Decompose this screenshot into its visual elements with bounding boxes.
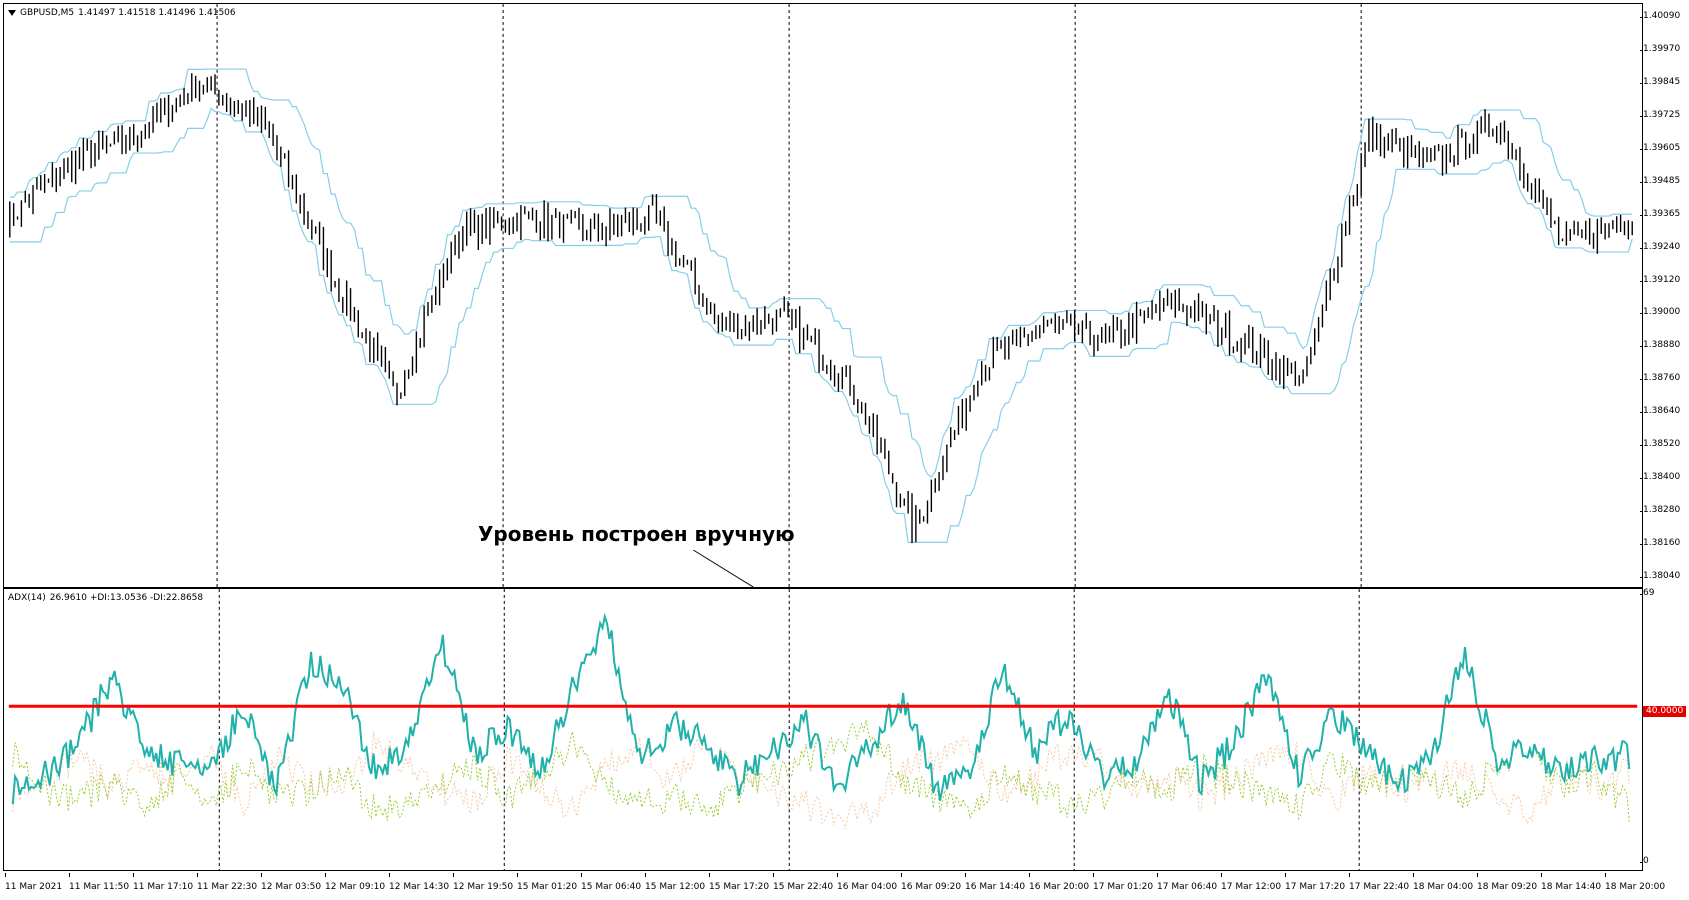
ohlc-values: 1.41497 1.41518 1.41496 1.41506 [78,8,236,18]
time-tick-label: 11 Mar 17:10 [133,873,194,892]
price-tick-label: 1.38880 [1639,340,1681,351]
indicator-scale-min: 0 [1640,856,1649,866]
price-tick-label: 1.39845 [1639,76,1681,87]
time-tick-label: 15 Mar 12:00 [645,873,706,892]
level-value-badge: 40.0000 [1643,706,1686,717]
price-tick-label: 1.39605 [1639,142,1681,153]
price-tick-label: 1.38520 [1639,439,1681,450]
adx-name: ADX(14) [8,593,46,603]
annotation-pointer-line [693,549,754,587]
time-tick-label: 16 Mar 20:00 [1029,873,1090,892]
time-tick-label: 17 Mar 01:20 [1093,873,1154,892]
time-tick-label: 15 Mar 01:20 [517,873,578,892]
price-tick-label: 1.39970 [1639,43,1681,54]
price-scale[interactable]: 1.40090 1.39970 1.39845 1.39725 1.39605 1.394… [1639,3,1689,588]
time-tick-label: 18 Mar 09:20 [1477,873,1538,892]
adx-chart-svg [8,589,1638,870]
time-tick-label: 17 Mar 06:40 [1157,873,1218,892]
upper-band-line [9,68,1633,478]
price-tick-label: 1.39365 [1639,208,1681,219]
price-tick-label: 1.39000 [1639,307,1681,318]
adx-values: 26.9610 +DI:13.0536 -DI:22.8658 [49,593,204,603]
price-tick-label: 1.40090 [1639,11,1681,21]
time-tick-label: 15 Mar 22:40 [773,873,834,892]
price-tick-label: 1.38040 [1639,571,1681,581]
lower-band-line [9,107,1633,543]
time-tick-label: 12 Mar 03:50 [261,873,322,892]
adx-line [11,612,1631,805]
plus-di-line [12,720,1630,822]
indicator-scale-max: 69 [1639,588,1655,598]
time-tick-label: 17 Mar 17:20 [1285,873,1346,892]
time-tick-label: 15 Mar 17:20 [709,873,770,892]
price-tick-label: 1.38280 [1639,505,1681,516]
time-tick-label: 11 Mar 22:30 [197,873,258,892]
price-tick-label: 1.39725 [1639,109,1681,120]
indicator-scale[interactable]: 69 0 [1639,588,1689,871]
symbol-label: GBPUSD,M5 [20,8,75,18]
time-tick-label: 17 Mar 22:40 [1349,873,1410,892]
adx-indicator-pane[interactable]: ADX(14) 26.9610 +DI:13.0536 -DI:22.8658 [3,588,1643,871]
price-tick-label: 1.39240 [1639,241,1681,252]
chart-menu-triangle-icon[interactable] [8,9,16,16]
price-tick-label: 1.38760 [1639,373,1681,384]
time-tick-label: 18 Mar 14:40 [1541,873,1602,892]
price-chart-pane[interactable]: GBPUSD,M5 1.41497 1.41518 1.41496 1.41506 [3,3,1643,588]
price-chart-header: GBPUSD,M5 1.41497 1.41518 1.41496 1.41506 [8,8,240,18]
time-tick-label: 11 Mar 11:50 [69,873,130,892]
time-tick-label: 18 Mar 04:00 [1413,873,1474,892]
adx-header: ADX(14) 26.9610 +DI:13.0536 -DI:22.8658 [8,593,207,603]
time-tick-label: 16 Mar 09:20 [901,873,962,892]
time-tick-label: 17 Mar 12:00 [1221,873,1282,892]
price-tick-label: 1.38640 [1639,406,1681,417]
time-tick-label: 12 Mar 09:10 [325,873,386,892]
price-tick-label: 1.38400 [1639,472,1681,483]
price-tick-label: 1.38160 [1639,538,1681,549]
time-tick-label: 15 Mar 06:40 [581,873,642,892]
time-tick-label: 11 Mar 2021 [5,873,63,892]
manual-level-annotation: Уровень построен вручную [478,522,795,546]
price-tick-label: 1.39120 [1639,274,1681,285]
time-axis[interactable]: 11 Mar 2021 11 Mar 11:50 11 Mar 17:10 11 Ma… [3,873,1665,897]
price-tick-label: 1.39485 [1639,175,1681,186]
time-tick-label: 18 Mar 20:00 [1605,873,1666,892]
time-tick-label: 16 Mar 04:00 [837,873,898,892]
time-tick-label: 12 Mar 19:50 [453,873,514,892]
time-tick-label: 16 Mar 14:40 [965,873,1026,892]
price-chart-svg [9,4,1633,587]
time-tick-label: 12 Mar 14:30 [389,873,450,892]
